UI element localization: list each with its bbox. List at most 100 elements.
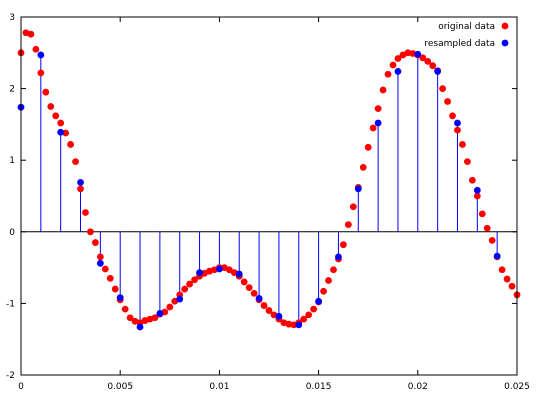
resampled-data-point — [335, 253, 342, 261]
x-tick-label: 0.015 — [306, 382, 332, 392]
original-data-point — [478, 210, 486, 218]
original-data-point — [439, 85, 446, 92]
resampled-data-point — [354, 185, 362, 193]
original-data-point — [77, 185, 84, 193]
x-tick-label: 0.01 — [209, 382, 229, 392]
original-data-point — [42, 88, 50, 96]
original-data-point — [349, 203, 357, 211]
original-data-point — [305, 311, 313, 319]
resampled-data-point — [255, 294, 263, 302]
resampled-data-point — [176, 295, 184, 303]
original-data-point — [404, 49, 412, 57]
resampled-data-point — [156, 310, 164, 317]
legend: original data resampled data — [424, 22, 509, 49]
x-tick-label: 0.025 — [504, 382, 530, 392]
original-data-point — [62, 129, 70, 137]
x-tick-label: 0.02 — [408, 382, 428, 392]
resampled-data-point — [235, 270, 243, 278]
resampled-data-point — [315, 297, 322, 305]
resampled-data-point — [77, 178, 84, 186]
original-data-point — [449, 112, 456, 120]
original-data-point — [320, 287, 327, 295]
resampled-data-point — [414, 50, 422, 58]
original-data-point — [27, 30, 35, 38]
resampled-data-point — [196, 269, 203, 277]
original-data-point — [166, 303, 174, 311]
resampled-data-point — [374, 119, 382, 127]
original-data-point — [181, 285, 189, 293]
original-data-point — [424, 57, 432, 65]
original-data-point — [245, 284, 253, 292]
stems-layer — [20, 54, 498, 328]
original-data-point — [473, 192, 481, 200]
y-tick-label: -2 — [6, 371, 15, 381]
y-tick-label: 2 — [9, 85, 15, 95]
y-tick-label: -1 — [6, 299, 15, 309]
original-data-point — [374, 105, 382, 113]
original-data-point — [225, 266, 233, 274]
original-data-point — [459, 141, 466, 148]
original-data-point — [359, 163, 367, 171]
series-original-data — [17, 29, 521, 329]
original-data-point — [47, 103, 55, 110]
resampled-data-point — [394, 68, 402, 75]
original-data-point — [325, 277, 332, 284]
resampled-data-point — [434, 68, 442, 75]
original-data-point — [126, 314, 134, 322]
original-data-point — [488, 236, 496, 244]
original-data-point — [498, 266, 506, 274]
resampled-data-point — [116, 294, 124, 302]
original-data-point — [111, 285, 119, 293]
y-tick-label: 3 — [9, 13, 15, 23]
original-data-point — [82, 209, 89, 216]
original-data-point — [72, 158, 79, 166]
original-data-point — [265, 307, 273, 314]
original-data-point — [260, 302, 268, 309]
original-data-point — [37, 69, 45, 77]
resampled-data-point — [96, 259, 104, 267]
legend-label-resampled: resampled data — [424, 39, 495, 49]
original-data-point — [340, 241, 347, 249]
x-tick-label: 0.005 — [107, 382, 133, 392]
original-data-point — [285, 320, 293, 328]
original-data-point — [106, 274, 114, 282]
original-data-point — [429, 62, 437, 70]
original-data-point — [300, 315, 308, 323]
resampled-data-point — [216, 265, 223, 273]
original-data-point — [394, 55, 402, 62]
original-data-point — [468, 176, 476, 184]
series-resampled-data — [17, 50, 501, 331]
resampled-data-point — [57, 128, 65, 136]
y-tick-label: 0 — [9, 228, 15, 238]
ticks-layer: 0 0.005 0.01 0.015 0.02 0.025 -2 -1 0 1 2 3 — [6, 13, 530, 392]
legend-marker-resampled — [501, 39, 509, 47]
resampled-data-point — [37, 51, 45, 59]
original-data-point — [186, 280, 194, 288]
original-data-point — [96, 253, 104, 261]
original-data-point — [191, 276, 199, 284]
resampled-data-point — [136, 323, 144, 331]
original-data-point — [419, 54, 427, 62]
original-data-point — [250, 289, 258, 297]
original-data-point — [344, 221, 352, 229]
original-data-point — [369, 124, 377, 132]
original-data-point — [310, 305, 318, 313]
original-data-point — [379, 86, 387, 94]
original-data-point — [151, 314, 159, 322]
series-layer — [17, 29, 521, 331]
original-data-point — [364, 143, 372, 151]
original-data-point — [101, 265, 109, 273]
resampled-data-point — [473, 186, 481, 194]
original-data-point — [384, 70, 392, 78]
original-data-point — [52, 112, 60, 120]
original-data-point — [454, 126, 461, 134]
y-tick-label: 1 — [9, 156, 15, 166]
original-data-point — [483, 224, 491, 232]
legend-marker-original — [501, 22, 509, 30]
original-data-point — [67, 141, 74, 148]
resampled-data-point — [275, 312, 283, 320]
resampled-data-point — [295, 321, 303, 329]
original-data-point — [32, 45, 40, 53]
original-data-point — [330, 266, 337, 274]
